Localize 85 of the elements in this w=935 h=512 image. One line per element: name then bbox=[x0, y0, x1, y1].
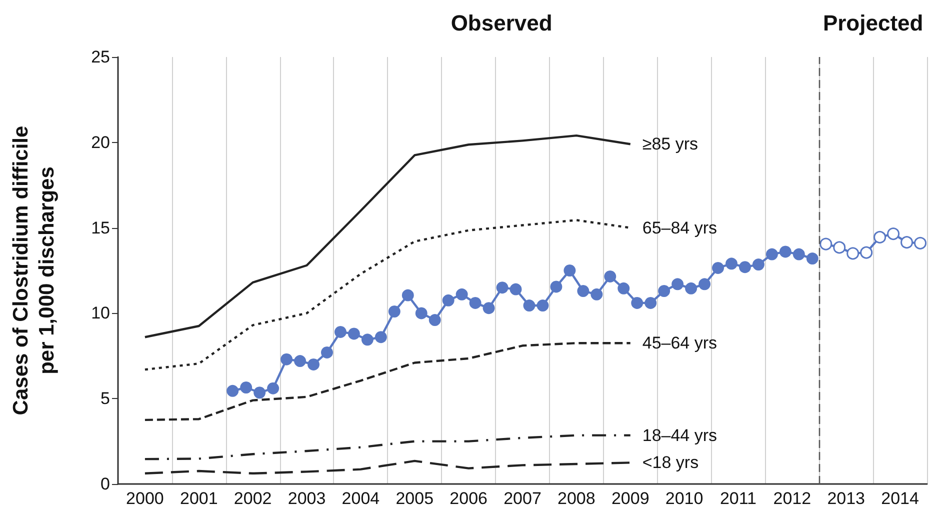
point bbox=[280, 353, 293, 366]
point bbox=[846, 247, 860, 260]
point bbox=[590, 288, 603, 300]
point bbox=[631, 296, 644, 309]
point bbox=[361, 334, 374, 346]
point bbox=[672, 278, 684, 290]
point bbox=[334, 326, 346, 338]
point bbox=[658, 285, 670, 297]
point bbox=[550, 280, 562, 293]
point bbox=[321, 346, 333, 358]
point bbox=[577, 285, 590, 297]
point bbox=[226, 384, 239, 397]
line-series bbox=[144, 134, 632, 338]
point bbox=[914, 236, 927, 250]
line-series bbox=[144, 342, 632, 422]
point bbox=[738, 261, 751, 274]
series-label: 45–64 yrs bbox=[642, 334, 718, 353]
x-tick-label: 2012 bbox=[773, 489, 812, 508]
point bbox=[833, 241, 846, 254]
x-tick-label: 2001 bbox=[180, 489, 218, 508]
x-tick-label: 2005 bbox=[396, 489, 434, 508]
point bbox=[469, 296, 482, 309]
point bbox=[308, 358, 320, 370]
x-tick-label: 2004 bbox=[342, 489, 380, 508]
line-series bbox=[144, 434, 632, 460]
point bbox=[294, 355, 306, 368]
point bbox=[564, 264, 576, 276]
point bbox=[766, 248, 778, 260]
line-series bbox=[144, 460, 632, 475]
series-label: 65–84 yrs bbox=[642, 218, 718, 238]
point bbox=[820, 238, 832, 250]
point bbox=[415, 307, 428, 320]
text: Observed bbox=[450, 10, 552, 36]
point bbox=[442, 294, 454, 306]
x-tick-label: 2000 bbox=[126, 489, 164, 508]
point bbox=[456, 288, 468, 300]
y-tick-label: 20 bbox=[91, 132, 110, 152]
series-label: 18–44 yrs bbox=[642, 426, 718, 445]
point bbox=[254, 386, 266, 399]
y-axis-title: Cases of Clostridium difficile per 1,000 discharges bbox=[10, 126, 58, 416]
point bbox=[388, 305, 400, 318]
x-tick-label: 2011 bbox=[720, 489, 757, 508]
point bbox=[726, 258, 738, 270]
y-tick-label: 15 bbox=[91, 218, 110, 238]
point bbox=[792, 248, 805, 260]
x-tick-label: 2006 bbox=[450, 489, 488, 508]
x-tick-label: 2008 bbox=[558, 489, 596, 508]
y-tick-label: 10 bbox=[91, 304, 110, 323]
y-tick-label: 0 bbox=[100, 474, 110, 494]
point bbox=[240, 382, 252, 394]
point bbox=[887, 228, 900, 240]
point bbox=[779, 246, 792, 258]
x-tick-label: 2009 bbox=[611, 489, 650, 508]
point bbox=[348, 328, 360, 340]
x-tick-label: 2013 bbox=[827, 489, 866, 508]
point bbox=[874, 230, 886, 244]
y-tick-label: 25 bbox=[91, 48, 110, 66]
point bbox=[267, 382, 280, 394]
point bbox=[402, 289, 414, 302]
point bbox=[900, 236, 914, 249]
point bbox=[712, 262, 724, 274]
series-label: ≥85 yrs bbox=[642, 134, 698, 154]
point bbox=[482, 302, 495, 314]
point bbox=[806, 252, 818, 265]
x-tick-label: 2010 bbox=[665, 489, 704, 508]
x-tick-label: 2003 bbox=[288, 489, 326, 508]
x-tick-label: 2002 bbox=[234, 489, 272, 508]
point bbox=[604, 270, 616, 282]
x-tick-label: 2014 bbox=[881, 489, 919, 508]
point bbox=[536, 300, 549, 312]
point bbox=[752, 258, 764, 271]
point bbox=[510, 283, 522, 296]
point bbox=[644, 296, 657, 309]
point bbox=[428, 314, 441, 326]
point bbox=[860, 246, 873, 259]
point bbox=[374, 331, 387, 344]
series-label: <18 yrs bbox=[642, 453, 699, 472]
x-tick-label: 2007 bbox=[504, 489, 542, 508]
point bbox=[496, 282, 508, 294]
y-tick-label: 5 bbox=[100, 389, 110, 408]
point bbox=[618, 282, 630, 294]
point bbox=[523, 300, 536, 312]
point bbox=[698, 278, 711, 290]
point bbox=[685, 282, 698, 294]
text: Projected bbox=[822, 10, 924, 36]
